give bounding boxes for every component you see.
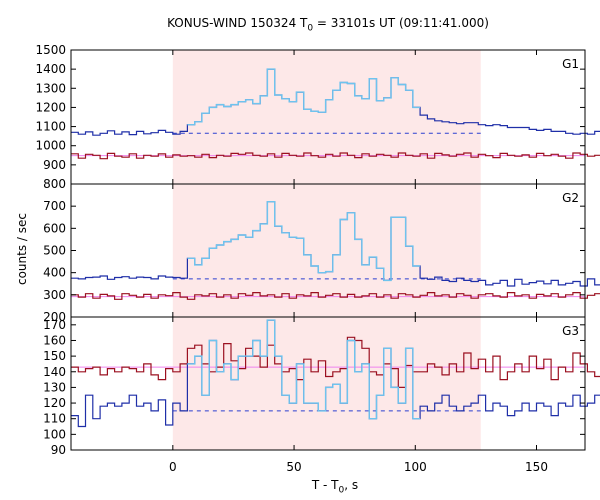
panel-frame bbox=[70, 316, 586, 451]
y-tick-label: 1400 bbox=[35, 62, 66, 76]
y-tick-label: 150 bbox=[43, 349, 66, 363]
x-tick-label: 150 bbox=[525, 460, 548, 474]
x-tick-label: 50 bbox=[286, 460, 301, 474]
panel-g1: 900 1000 1100 1200 1300 1400 1500 800 G1 bbox=[35, 43, 600, 191]
y-tick-label: 1000 bbox=[35, 139, 66, 153]
y-tick-label: 1500 bbox=[35, 43, 66, 57]
series-background-g2 bbox=[71, 292, 600, 300]
y-tick-label: 110 bbox=[43, 412, 66, 426]
y-tick-label: 800 bbox=[43, 177, 66, 191]
y-tick-label: 120 bbox=[43, 396, 66, 410]
chart-title: KONUS-WIND 150324 T0 = 33101s UT (09:11:… bbox=[167, 16, 489, 34]
series-signal-hires-g3 bbox=[187, 319, 421, 420]
y-tick-label: 90 bbox=[51, 443, 66, 457]
series-signal-hires-g2 bbox=[187, 201, 421, 282]
y-tick-label: 300 bbox=[43, 288, 66, 302]
shaded-interval bbox=[172, 317, 481, 450]
panel-label: G2 bbox=[562, 191, 579, 205]
y-tick-label: 500 bbox=[43, 244, 66, 258]
y-axis-label: counts / sec bbox=[15, 213, 29, 286]
y-tick-label: 140 bbox=[43, 365, 66, 379]
series-signal-hires-g1 bbox=[187, 68, 421, 126]
x-tick-label: 0 bbox=[169, 460, 177, 474]
y-tick-label: 160 bbox=[43, 333, 66, 347]
y-tick-label: 400 bbox=[43, 266, 66, 280]
series-background-g1 bbox=[71, 152, 600, 160]
y-tick-label: 130 bbox=[43, 380, 66, 394]
y-tick-label: 1300 bbox=[35, 81, 66, 95]
y-tick-label: 600 bbox=[43, 221, 66, 235]
y-tick-label: 170 bbox=[43, 318, 66, 332]
shaded-interval bbox=[172, 50, 481, 184]
y-tick-label: 1100 bbox=[35, 120, 66, 134]
panel-label: G3 bbox=[562, 324, 579, 338]
panel-g2: 300 400 500 600 700 200 G2 bbox=[43, 183, 600, 324]
y-tick-label: 1200 bbox=[35, 100, 66, 114]
y-tick-label: 200 bbox=[43, 310, 66, 324]
y-tick-label: 100 bbox=[43, 427, 66, 441]
x-tick-label: 100 bbox=[404, 460, 427, 474]
panel-label: G1 bbox=[562, 57, 579, 71]
y-tick-label: 700 bbox=[43, 199, 66, 213]
x-axis-label: T - T0, s bbox=[311, 478, 359, 496]
y-tick-label: 900 bbox=[43, 158, 66, 172]
